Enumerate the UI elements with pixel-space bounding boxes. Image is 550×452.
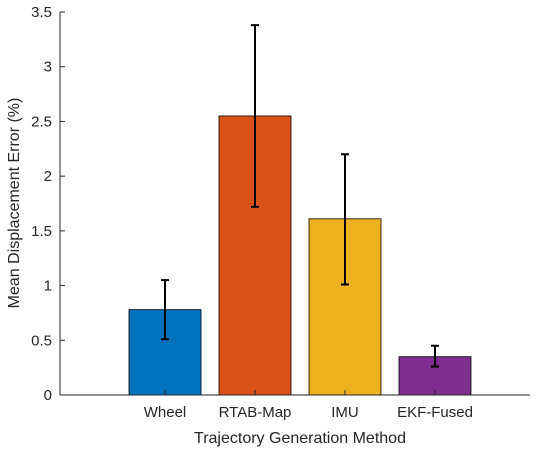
x-axis-label: Trajectory Generation Method	[194, 430, 406, 447]
error-bar-rtab-map	[251, 24, 259, 208]
x-tick-label: IMU	[331, 404, 359, 421]
x-tick-label: RTAB-Map	[219, 404, 292, 421]
x-tick-label: EKF-Fused	[397, 404, 473, 421]
y-tick-label: 2.5	[31, 113, 52, 130]
y-tick-label: 0	[44, 387, 52, 404]
error-bar-ekf-fused	[431, 344, 439, 368]
x-tick-label: Wheel	[144, 404, 187, 421]
y-tick-label: 2	[44, 168, 52, 185]
error-bars-group	[161, 24, 439, 368]
axes-group	[59, 12, 530, 396]
error-bar-wheel	[161, 279, 169, 341]
y-tick-label: 0.5	[31, 332, 52, 349]
y-tick-label: 3.5	[31, 4, 52, 21]
y-tick-label: 1.5	[31, 223, 52, 240]
y-ticks-group: 0 0.5 1 1.5 2 2.5 3 3.5	[31, 4, 65, 404]
y-tick-label: 3	[44, 59, 52, 76]
y-tick-label: 1	[44, 278, 52, 295]
y-axis-label: Mean Displacement Error (%)	[6, 98, 23, 309]
error-bar-imu	[341, 153, 349, 286]
bars-group	[128, 115, 472, 396]
x-ticks-group: Wheel RTAB-Map IMU EKF-Fused	[144, 390, 473, 421]
